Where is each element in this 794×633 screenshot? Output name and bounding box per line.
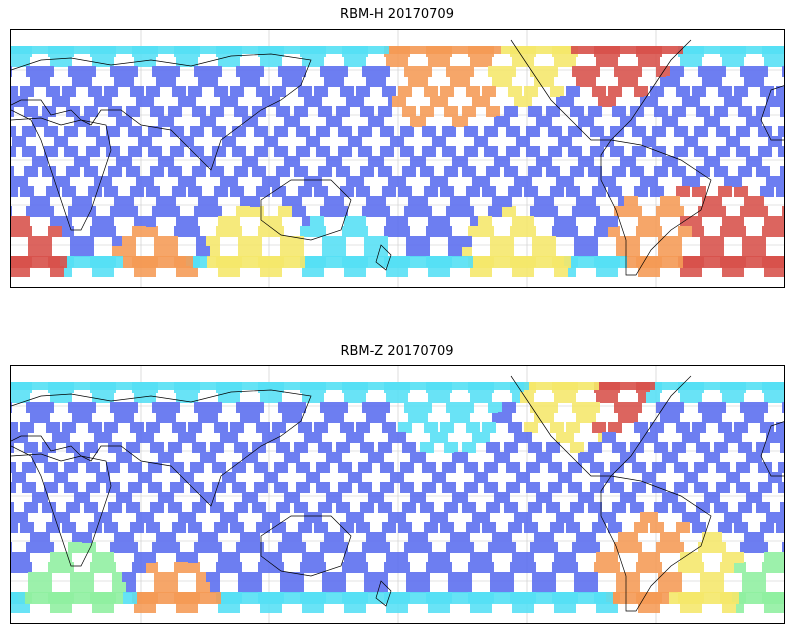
map-canvas-rbm-h [11,30,784,287]
panel-title-bottom: RBM-Z 20170709 [340,344,454,359]
polar-bands [11,382,784,604]
orbit-tracks [11,382,784,613]
map-panel-rbm-h [10,29,785,288]
map-canvas-rbm-z [11,366,784,623]
coastlines [11,39,784,276]
map-panel-rbm-z [10,365,785,624]
coastlines [11,375,784,612]
polar-bands [11,46,784,268]
panel-title-top: RBM-H 20170709 [340,7,454,22]
